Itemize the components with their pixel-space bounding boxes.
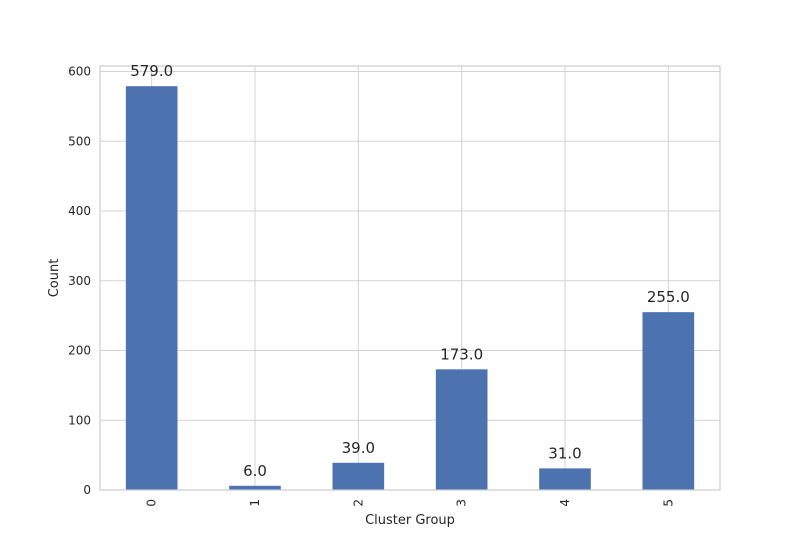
bar [435,369,488,490]
bar [332,462,385,490]
plot-frame [99,65,721,491]
y-axis-title: Count [47,259,62,298]
bar [229,485,281,490]
y-tick-label: 200 [68,344,91,358]
x-tick-label: 2 [351,499,365,507]
x-axis-title: Cluster Group [365,513,455,528]
y-tick-label: 100 [68,413,91,427]
bar [125,86,178,490]
data-label: 255.0 [647,288,690,306]
x-tick-label: 1 [248,499,262,507]
y-tick-label: 400 [68,204,91,218]
y-tick-label: 600 [68,65,91,79]
bar [642,312,695,490]
tick-labels: 0 100 200 300 400 500 600 0 1 2 3 4 5 [68,65,675,507]
x-tick-label: 5 [661,499,675,507]
data-label: 173.0 [440,345,483,363]
data-label: 6.0 [243,462,267,480]
x-tick-label: 0 [145,499,159,507]
data-label: 579.0 [130,62,173,80]
bars [125,86,695,490]
y-tick-label: 500 [68,134,91,148]
data-label: 39.0 [342,439,375,457]
x-tick-label: 4 [558,499,572,507]
x-tick-label: 3 [455,499,469,507]
y-tick-label: 300 [68,274,91,288]
data-labels: 579.0 6.0 39.0 173.0 31.0 255.0 [130,62,690,480]
bar [539,468,591,490]
y-tick-label: 0 [83,483,91,497]
data-label: 31.0 [548,444,581,462]
